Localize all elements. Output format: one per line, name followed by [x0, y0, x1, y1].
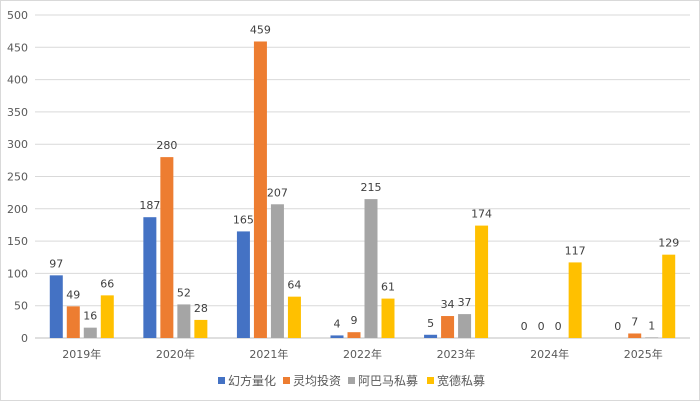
bar	[628, 333, 642, 338]
data-label: 0	[521, 320, 528, 333]
data-label: 129	[658, 237, 679, 250]
data-label: 459	[250, 23, 271, 36]
bar	[253, 41, 267, 339]
data-label: 1	[648, 319, 655, 332]
bar	[83, 327, 97, 338]
y-tick-label: 150	[7, 235, 28, 248]
legend-swatch	[427, 377, 434, 384]
data-label: 0	[555, 320, 562, 333]
legend-label: 灵均投资	[293, 373, 341, 388]
data-label: 280	[156, 139, 177, 152]
bar	[49, 275, 63, 338]
bar	[458, 314, 472, 338]
x-tick-label: 2022年	[343, 347, 382, 361]
data-label: 4	[334, 317, 341, 330]
bar	[441, 316, 455, 338]
data-label: 66	[100, 277, 114, 290]
data-label: 117	[565, 244, 586, 257]
y-tick-label: 250	[7, 171, 28, 184]
x-tick-label: 2020年	[156, 347, 195, 361]
y-tick-label: 500	[7, 9, 28, 22]
legend-swatch	[283, 377, 290, 384]
x-tick-label: 2024年	[530, 347, 569, 361]
data-label: 16	[83, 310, 97, 323]
y-tick-label: 350	[7, 106, 28, 119]
data-label: 0	[538, 320, 545, 333]
data-label: 64	[287, 279, 301, 292]
data-label: 187	[139, 199, 160, 212]
data-label: 34	[441, 298, 455, 311]
legend-swatch	[348, 377, 355, 384]
bar	[475, 225, 489, 338]
x-tick-label: 2019年	[62, 347, 101, 361]
bar	[287, 296, 301, 338]
y-tick-label: 400	[7, 74, 28, 87]
data-label: 49	[66, 288, 80, 301]
bar	[270, 204, 284, 338]
data-label: 28	[194, 302, 208, 315]
bar	[568, 262, 582, 338]
data-label: 0	[614, 320, 621, 333]
bar	[143, 217, 157, 338]
x-tick-label: 2023年	[437, 347, 476, 361]
data-label: 207	[267, 186, 288, 199]
bar	[645, 337, 659, 338]
data-label: 165	[233, 213, 254, 226]
y-tick-label: 50	[14, 300, 28, 313]
data-label: 7	[631, 315, 638, 328]
bar	[160, 157, 174, 338]
data-label: 215	[361, 181, 382, 194]
bar	[662, 254, 676, 338]
data-label: 5	[427, 317, 434, 330]
y-tick-label: 200	[7, 203, 28, 216]
bar	[364, 199, 378, 338]
bar	[194, 319, 208, 338]
y-tick-label: 300	[7, 138, 28, 151]
bar	[330, 335, 344, 338]
data-label: 97	[49, 257, 63, 270]
data-label: 61	[381, 281, 395, 294]
data-label: 52	[177, 286, 191, 299]
data-label: 9	[351, 314, 358, 327]
data-label: 37	[458, 296, 472, 309]
y-tick-label: 450	[7, 41, 28, 54]
x-tick-label: 2025年	[624, 347, 663, 361]
bar	[236, 231, 250, 338]
data-label: 174	[471, 208, 492, 221]
bar	[424, 334, 438, 338]
bar	[381, 298, 395, 338]
legend-label: 幻方量化	[228, 373, 276, 388]
bar	[177, 304, 191, 338]
bar	[100, 295, 114, 338]
y-tick-label: 0	[21, 332, 28, 345]
y-tick-label: 100	[7, 267, 28, 280]
legend-label: 阿巴马私募	[358, 374, 418, 388]
bar	[347, 332, 361, 338]
bar	[66, 306, 80, 338]
x-tick-label: 2021年	[249, 347, 288, 361]
legend-label: 宽德私募	[437, 373, 485, 388]
legend-swatch	[218, 377, 225, 384]
